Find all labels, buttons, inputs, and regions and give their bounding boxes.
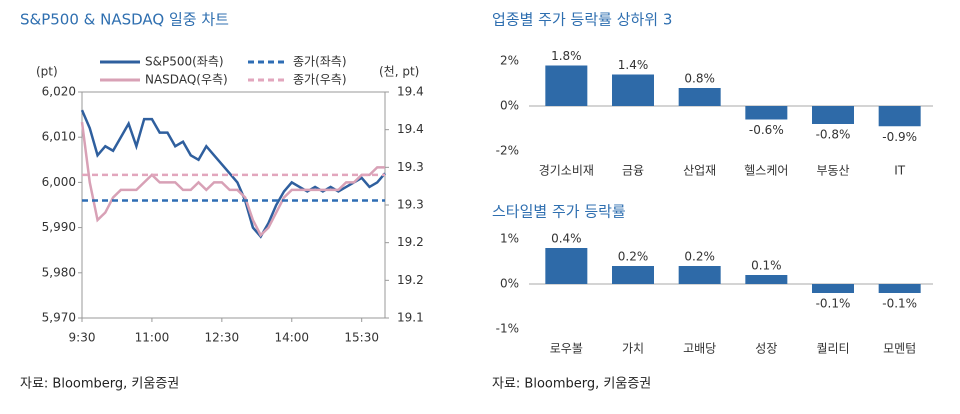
y-tick-label: 0% <box>500 277 519 291</box>
x-tick-label: IT <box>894 164 906 178</box>
x-tick-label: 가치 <box>622 342 644 356</box>
y-tick-label: -2% <box>496 144 519 158</box>
y-tick-label: 6,020 <box>42 85 76 99</box>
y-tick-label: 6,010 <box>42 130 76 144</box>
x-tick-label: 고배당 <box>683 342 716 356</box>
y2-tick-label: 19.2 <box>397 235 424 249</box>
footnote: 자료: Bloomberg, 키움증권 <box>20 377 179 392</box>
x-tick-label: 9:30 <box>69 331 96 345</box>
value-label: 1.4% <box>618 58 649 72</box>
legend-label: 종가(우측) <box>293 73 347 87</box>
x-tick-label: 14:00 <box>274 331 309 345</box>
bar <box>745 106 788 120</box>
x-tick-label: 모멘텀 <box>883 342 916 356</box>
value-label: 0.4% <box>551 232 582 246</box>
value-label: -0.9% <box>882 130 917 144</box>
bar <box>612 74 654 106</box>
value-label: 0.8% <box>684 72 715 86</box>
series-line <box>80 121 385 238</box>
series-line <box>80 109 386 239</box>
bar <box>678 88 721 106</box>
y-tick-label: 0% <box>500 99 519 113</box>
chart-title: 스타일별 주가 등락률 <box>492 203 626 221</box>
value-label: 0.2% <box>618 250 649 264</box>
chart-title: S&P500 & NASDAQ 일중 차트 <box>20 11 229 29</box>
legend-label: 종가(좌측) <box>293 55 347 69</box>
legend-label: S&P500(좌측) <box>145 55 224 69</box>
footnote: 자료: Bloomberg, 키움증권 <box>492 377 651 392</box>
bar <box>878 284 921 293</box>
bar <box>545 65 588 106</box>
y-tick-label: 5,980 <box>42 265 76 279</box>
x-tick-label: 산업재 <box>683 164 716 178</box>
y2-tick-label: 19.4 <box>397 85 424 99</box>
x-tick-label: 로우볼 <box>550 342 583 356</box>
bar <box>612 266 654 284</box>
bar <box>812 284 854 293</box>
y-axis-label: (pt) <box>36 65 58 79</box>
y-tick-label: 2% <box>500 54 519 68</box>
bar <box>812 106 854 124</box>
x-tick-label: 부동산 <box>816 164 849 178</box>
value-label: 0.2% <box>684 250 715 264</box>
value-label: -0.1% <box>882 297 917 311</box>
y2-tick-label: 19.3 <box>397 160 424 174</box>
y2-tick-label: 19.4 <box>397 122 424 136</box>
chart-title: 업종별 주가 등락률 상하위 3 <box>492 11 672 29</box>
bar <box>878 106 921 127</box>
value-label: 1.8% <box>551 49 582 63</box>
bar <box>678 266 721 284</box>
value-label: -0.6% <box>749 123 784 137</box>
y-tick-label: 5,970 <box>42 311 76 325</box>
y2-axis-label: (천, pt) <box>379 64 419 79</box>
bar <box>545 248 588 284</box>
value-label: 0.1% <box>751 259 782 273</box>
x-tick-label: 경기소비재 <box>539 164 594 178</box>
bar <box>745 275 788 284</box>
y-tick-label: 5,990 <box>42 220 76 234</box>
y-tick-label: -1% <box>496 322 519 336</box>
value-label: -0.1% <box>816 297 851 311</box>
x-tick-label: 헬스케어 <box>744 164 788 178</box>
x-tick-label: 11:00 <box>135 331 170 345</box>
x-tick-label: 12:30 <box>205 331 240 345</box>
x-tick-label: 15:30 <box>344 331 379 345</box>
y2-tick-label: 19.3 <box>397 198 424 212</box>
x-tick-label: 퀄리티 <box>816 342 849 356</box>
y-tick-label: 6,000 <box>42 175 76 189</box>
x-tick-label: 금융 <box>622 164 644 178</box>
y2-tick-label: 19.2 <box>397 273 424 287</box>
y-tick-label: 1% <box>500 232 519 246</box>
y2-tick-label: 19.1 <box>397 311 424 325</box>
value-label: -0.8% <box>816 128 851 142</box>
legend-label: NASDAQ(우측) <box>145 73 228 87</box>
x-tick-label: 성장 <box>755 342 777 356</box>
